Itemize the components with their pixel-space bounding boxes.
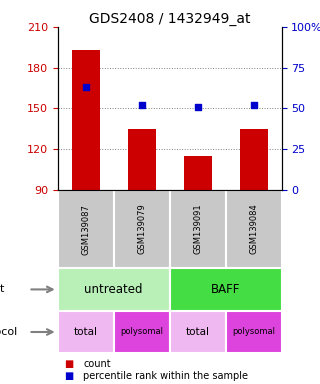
Bar	[128, 129, 156, 190]
Text: count: count	[83, 359, 111, 369]
Text: total: total	[74, 327, 98, 337]
Text: untreated: untreated	[84, 283, 143, 296]
Text: agent: agent	[0, 285, 5, 295]
Point	[83, 84, 88, 90]
Bar	[240, 129, 268, 190]
Text: protocol: protocol	[0, 327, 18, 337]
Text: ■: ■	[64, 359, 73, 369]
Text: GSM139091: GSM139091	[193, 204, 202, 255]
Bar	[226, 190, 282, 268]
Bar	[72, 50, 100, 190]
Text: total: total	[186, 327, 210, 337]
Bar	[114, 311, 170, 353]
Point	[139, 102, 144, 108]
Bar	[114, 190, 170, 268]
Bar	[170, 190, 226, 268]
Text: ■: ■	[64, 371, 73, 381]
Text: GSM139079: GSM139079	[137, 204, 146, 255]
Text: percentile rank within the sample: percentile rank within the sample	[83, 371, 248, 381]
Bar	[226, 311, 282, 353]
Text: GSM139087: GSM139087	[81, 204, 90, 255]
Bar	[58, 311, 114, 353]
Text: GSM139084: GSM139084	[249, 204, 258, 255]
Text: BAFF: BAFF	[211, 283, 240, 296]
Title: GDS2408 / 1432949_at: GDS2408 / 1432949_at	[89, 12, 250, 26]
Bar	[58, 268, 170, 311]
Bar	[170, 311, 226, 353]
Point	[251, 102, 256, 108]
Point	[195, 104, 200, 110]
Text: polysomal: polysomal	[232, 328, 275, 336]
Bar	[58, 190, 114, 268]
Bar	[184, 156, 212, 190]
Bar	[170, 268, 282, 311]
Text: polysomal: polysomal	[120, 328, 163, 336]
